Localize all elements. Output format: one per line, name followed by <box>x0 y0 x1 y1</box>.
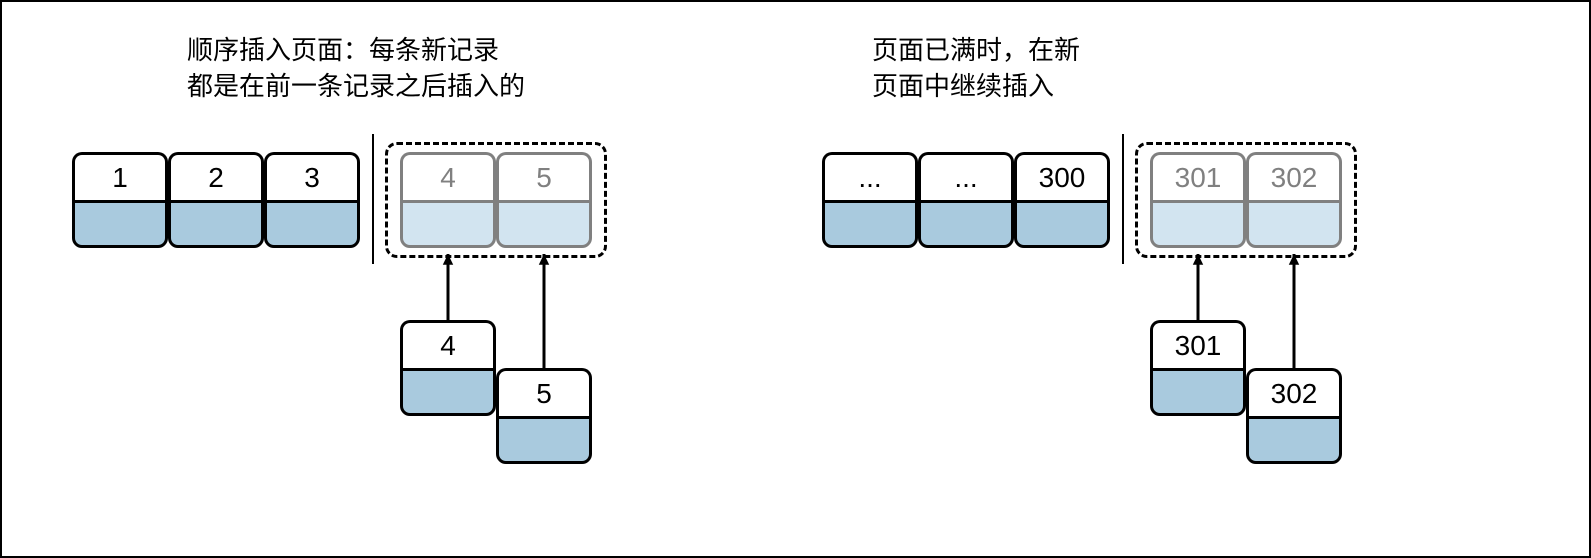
right-existing-0: ... <box>822 152 918 248</box>
left-pending-1-body <box>496 416 592 464</box>
left-existing-2: 3 <box>264 152 360 248</box>
caption-right: 页面已满时，在新 页面中继续插入 <box>872 32 1080 105</box>
insert-arrow <box>440 246 456 328</box>
right-ghost-0-label: 301 <box>1150 152 1246 200</box>
left-ghost-1-label: 5 <box>496 152 592 200</box>
right-existing-2-body <box>1014 200 1110 248</box>
right-pending-0-body <box>1150 368 1246 416</box>
left-existing-0-label: 1 <box>72 152 168 200</box>
left-existing-1-body <box>168 200 264 248</box>
right-ghost-0-body <box>1150 200 1246 248</box>
left-existing-2-label: 3 <box>264 152 360 200</box>
page-divider <box>1122 134 1124 264</box>
right-existing-1-body <box>918 200 1014 248</box>
right-existing-0-body <box>822 200 918 248</box>
right-ghost-1: 302 <box>1246 152 1342 248</box>
insert-arrow <box>1286 246 1302 376</box>
left-existing-1-label: 2 <box>168 152 264 200</box>
caption-left: 顺序插入页面：每条新记录 都是在前一条记录之后插入的 <box>187 32 525 105</box>
right-existing-2: 300 <box>1014 152 1110 248</box>
left-ghost-1-body <box>496 200 592 248</box>
left-existing-2-body <box>264 200 360 248</box>
left-pending-0-body <box>400 368 496 416</box>
page-divider <box>372 134 374 264</box>
left-ghost-0: 4 <box>400 152 496 248</box>
left-existing-0-body <box>72 200 168 248</box>
left-pending-0: 4 <box>400 320 496 416</box>
right-pending-1: 302 <box>1246 368 1342 464</box>
right-ghost-1-body <box>1246 200 1342 248</box>
right-pending-0: 301 <box>1150 320 1246 416</box>
right-ghost-1-label: 302 <box>1246 152 1342 200</box>
insert-arrow <box>536 246 552 376</box>
insert-arrow <box>1190 246 1206 328</box>
left-ghost-1: 5 <box>496 152 592 248</box>
left-existing-1: 2 <box>168 152 264 248</box>
right-existing-0-label: ... <box>822 152 918 200</box>
left-existing-0: 1 <box>72 152 168 248</box>
left-ghost-0-label: 4 <box>400 152 496 200</box>
right-pending-1-body <box>1246 416 1342 464</box>
diagram-canvas: 顺序插入页面：每条新记录 都是在前一条记录之后插入的 页面已满时，在新 页面中继续… <box>0 0 1591 558</box>
right-existing-1: ... <box>918 152 1014 248</box>
right-ghost-0: 301 <box>1150 152 1246 248</box>
right-existing-1-label: ... <box>918 152 1014 200</box>
left-ghost-0-body <box>400 200 496 248</box>
left-pending-1: 5 <box>496 368 592 464</box>
right-existing-2-label: 300 <box>1014 152 1110 200</box>
